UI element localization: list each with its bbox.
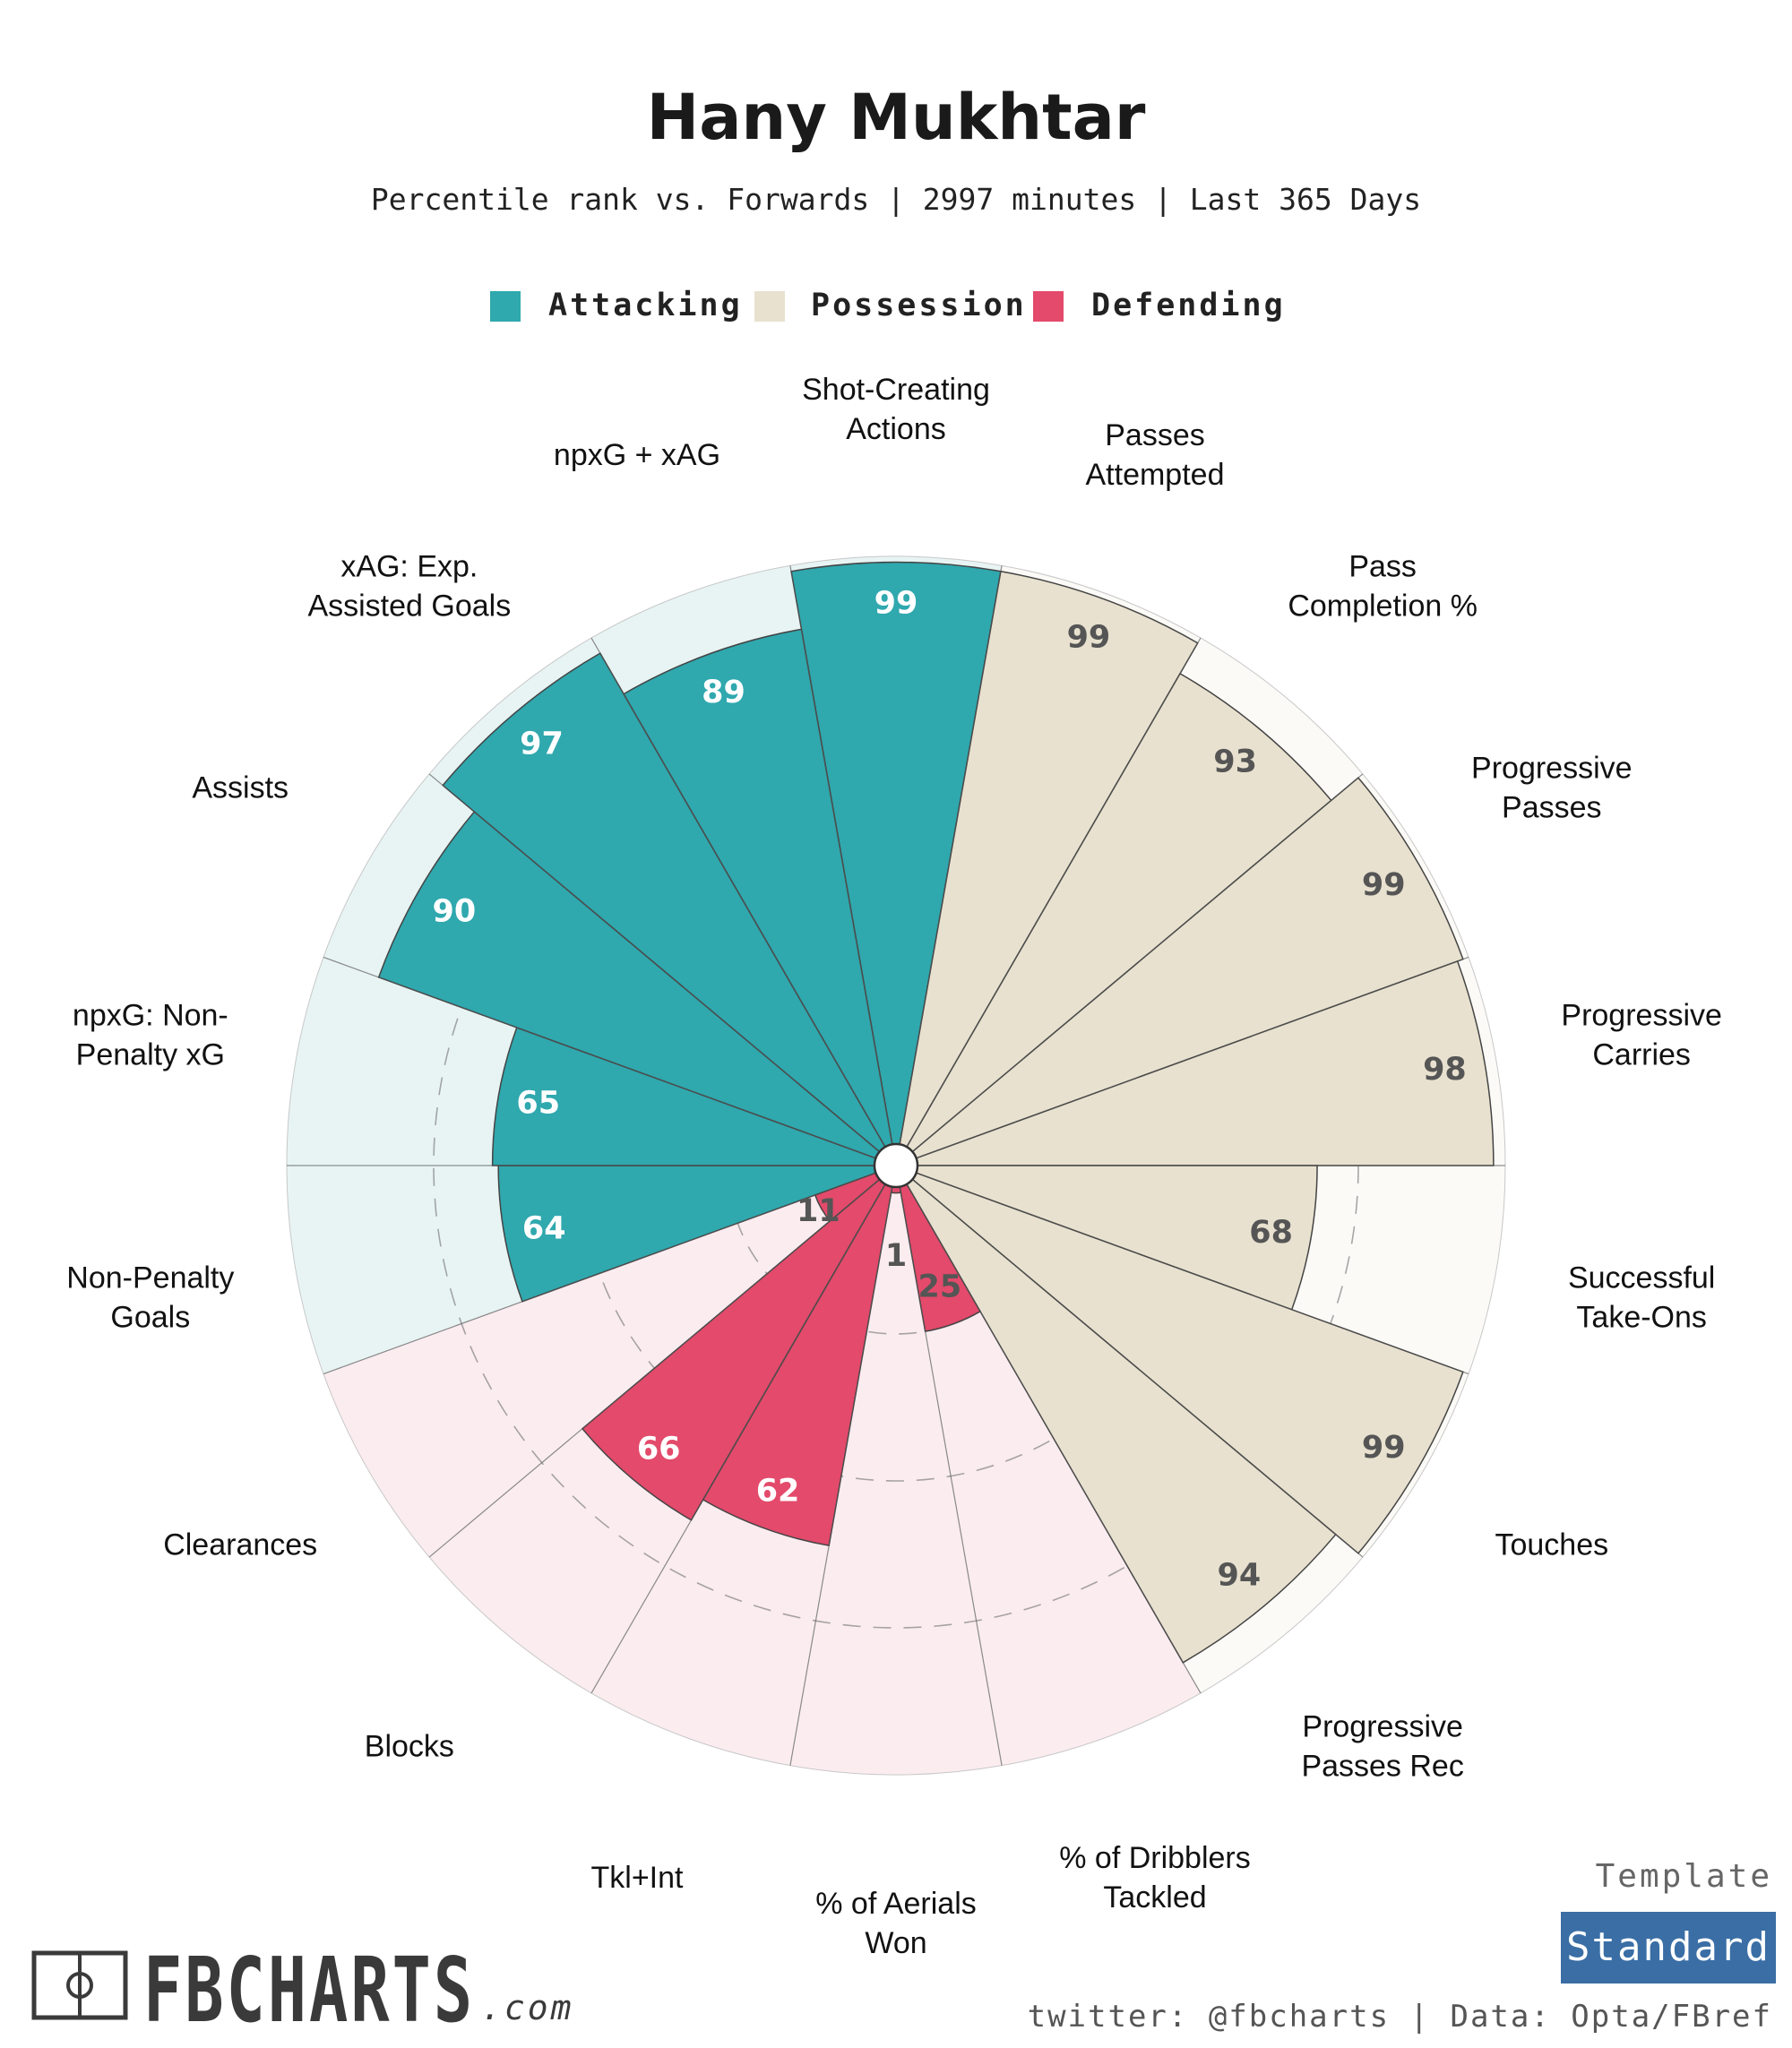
category-label: % of Dribblers Tackled	[1059, 1841, 1251, 1915]
category-label: Clearances	[163, 1528, 317, 1562]
category-label: Progressive Carries	[1561, 998, 1722, 1071]
legend-label-possession: Possession	[811, 288, 1027, 323]
category-label: npxG: Non-Penalty xG	[73, 998, 228, 1071]
value-label: 68	[1249, 1215, 1293, 1251]
slice-divider	[916, 1172, 1469, 1375]
center-hub	[873, 1142, 919, 1189]
value-label: 93	[1213, 744, 1257, 780]
template-badge	[1561, 1912, 1776, 1983]
value-label: 90	[433, 893, 477, 929]
category-label: Passes Attempted	[1086, 418, 1225, 492]
legend-swatch-defending	[1033, 291, 1064, 322]
value-label: 65	[516, 1086, 560, 1122]
slice-divider	[789, 565, 893, 1145]
slice-divider	[590, 1183, 886, 1694]
category-label: Progressive Passes Rec	[1301, 1709, 1463, 1783]
category-label: Tkl+Int	[591, 1861, 685, 1895]
value-label: 97	[520, 727, 564, 762]
legend-label-attacking: Attacking	[548, 288, 743, 323]
value-label: 89	[702, 675, 745, 710]
category-label: Blocks	[365, 1729, 454, 1763]
category-label: % of Aerials Won	[815, 1887, 977, 1960]
slice-divider	[590, 637, 886, 1148]
category-label: Touches	[1495, 1528, 1608, 1562]
value-label: 62	[756, 1473, 800, 1509]
value-label: 99	[1362, 867, 1406, 903]
value-label: 64	[522, 1210, 566, 1246]
template-label: Template	[1596, 1858, 1772, 1895]
category-label: xAG: Exp. Assisted Goals	[307, 550, 511, 624]
data-credit: twitter: @fbcharts | Data: Opta/FBref	[1028, 1999, 1772, 2035]
legend-label-defending: Defending	[1091, 288, 1286, 323]
page-title: Hany Mukhtar	[647, 81, 1146, 154]
value-labels: 99 99 93 99 98 68 99 94 25 1 62 66 11 64 65 90 97 89	[433, 586, 1467, 1594]
slice-divider	[428, 773, 881, 1153]
slice-divider	[789, 1186, 893, 1766]
fbcharts-logo: FBCHARTS .com	[31, 1938, 574, 2043]
slice-divider	[323, 1172, 876, 1375]
logo-suffix: .com	[481, 1988, 574, 2027]
category-label: Successful Take-Ons	[1568, 1261, 1715, 1335]
slice-divider	[911, 1178, 1364, 1558]
value-label: 1	[885, 1238, 907, 1274]
slice-dividers	[287, 565, 1505, 1766]
legend-swatch-attacking	[490, 291, 521, 322]
category-label: Non-Penalty Goals	[66, 1261, 234, 1335]
value-label: 99	[1362, 1430, 1406, 1466]
value-label: 94	[1218, 1557, 1262, 1593]
legend: Attacking Possession Defending	[490, 288, 1286, 323]
slice-divider	[906, 1183, 1202, 1694]
value-label: 11	[797, 1193, 840, 1229]
slice-divider	[323, 956, 876, 1159]
slice-divider	[428, 1178, 881, 1558]
value-label: 25	[918, 1269, 962, 1304]
slice-divider	[899, 565, 1003, 1145]
category-labels: Shot-Creating Actions Passes Attempted Pass C…	[66, 373, 1722, 1960]
slice-divider	[899, 1186, 1003, 1766]
value-label: 99	[1067, 619, 1111, 655]
slice-divider	[916, 956, 1469, 1159]
category-label: Pass Completion %	[1288, 550, 1478, 624]
slice-divider	[906, 637, 1202, 1148]
chart-subtitle: Percentile rank vs. Forwards | 2997 minu…	[371, 182, 1421, 217]
value-label: 99	[874, 586, 918, 622]
category-label: Progressive Passes	[1471, 752, 1633, 825]
template-badge-text: Standard	[1566, 1924, 1770, 1970]
pitch-icon-circle	[66, 1972, 93, 1999]
value-label: 66	[637, 1432, 681, 1467]
category-label: Shot-Creating Actions	[802, 373, 990, 446]
value-label: 98	[1423, 1052, 1467, 1088]
category-label: Assists	[192, 771, 289, 805]
bars	[377, 561, 1495, 1664]
legend-swatch-possession	[754, 291, 785, 322]
slice-divider	[911, 773, 1364, 1153]
category-label: npxG + xAG	[554, 438, 720, 472]
logo-wordmark: FBCHARTS	[143, 1938, 475, 2043]
